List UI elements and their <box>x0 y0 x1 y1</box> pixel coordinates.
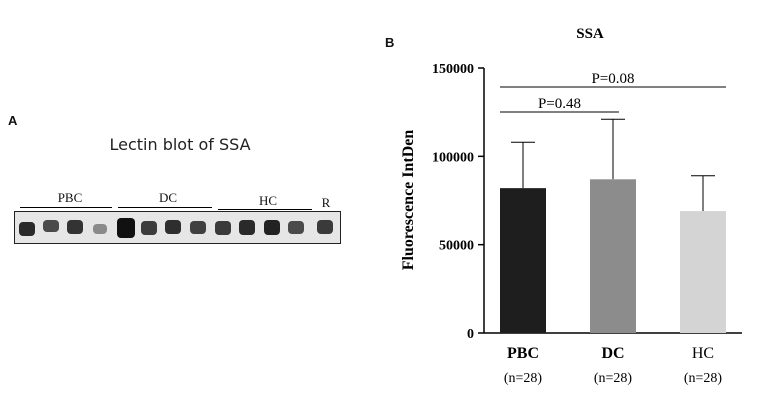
blot-group-line-dc <box>118 207 212 208</box>
blot-band <box>190 221 206 234</box>
blot-band <box>317 220 333 234</box>
y-tick-label: 50000 <box>439 239 474 254</box>
blot-band <box>215 221 231 235</box>
panel-a-letter: A <box>8 113 18 128</box>
blot-band <box>264 220 280 235</box>
blot-group-label-pbc: PBC <box>57 190 83 205</box>
blot-band <box>288 221 304 234</box>
blot-group-label-r: R <box>321 195 331 210</box>
x-tick-label: HC <box>692 345 714 362</box>
panel-b-letter: B <box>385 35 395 50</box>
blot-band <box>93 224 107 234</box>
blot-band <box>43 220 59 232</box>
blot-group-line-hc <box>218 209 312 210</box>
bar-hc <box>680 211 726 333</box>
blot-band <box>67 220 83 234</box>
x-tick-label: PBC <box>507 345 539 362</box>
blot-band <box>239 220 255 235</box>
blot-band <box>165 220 181 234</box>
p-value-label: P=0.48 <box>538 96 581 112</box>
y-tick-label: 150000 <box>432 62 474 77</box>
x-tick-sublabel: (n=28) <box>594 371 633 386</box>
x-tick-sublabel: (n=28) <box>684 371 723 386</box>
x-tick-sublabel: (n=28) <box>504 371 543 386</box>
blot-title: Lectin blot of SSA <box>109 135 251 154</box>
y-axis-label: Fluorescence IntDen <box>400 130 417 271</box>
blot-band <box>141 221 157 235</box>
y-tick-label: 0 <box>467 327 474 342</box>
blot-group-label-hc: HC <box>258 193 278 208</box>
blot-band <box>19 222 35 236</box>
blot-group-line-pbc <box>20 207 112 208</box>
p-value-label: P=0.08 <box>591 71 634 87</box>
bar-pbc <box>500 188 546 333</box>
y-tick-label: 100000 <box>432 150 474 165</box>
chart-title: SSA <box>576 26 604 42</box>
blot-strip <box>14 211 341 244</box>
x-tick-label: DC <box>601 345 624 362</box>
bar-dc <box>590 179 636 333</box>
blot-band <box>117 218 135 238</box>
blot-group-label-dc: DC <box>158 190 178 205</box>
